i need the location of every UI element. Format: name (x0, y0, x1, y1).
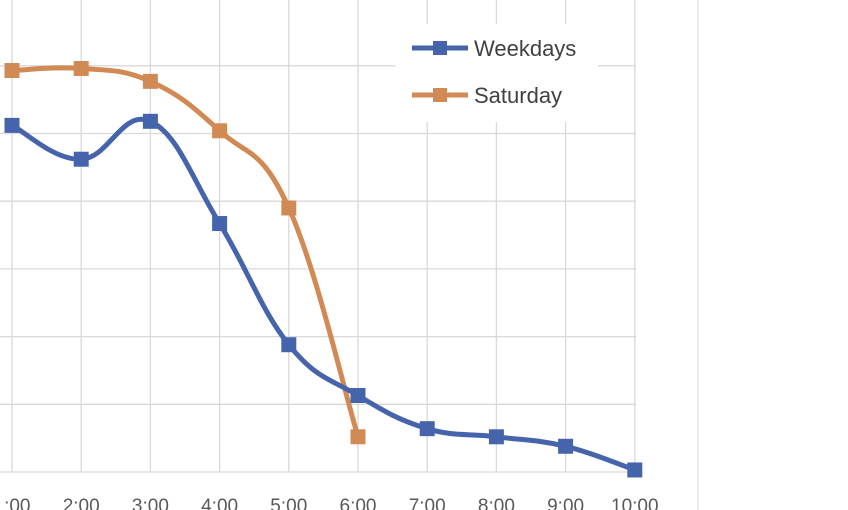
legend-saturday-marker (433, 88, 447, 102)
data-point-saturday (350, 429, 366, 445)
data-point-saturday (212, 123, 228, 139)
x-axis-tick-labels: 1:00 2:00 3:00 4:00 5:00 6:00 7:00 8:00 9:00 10:0… (0, 496, 659, 510)
legend-saturday-label: Saturday (474, 83, 562, 108)
x-tick-label: 4:00 (201, 496, 238, 510)
x-tick-label: 9:00 (547, 496, 584, 510)
x-tick-label: 8:00 (478, 496, 515, 510)
x-tick-label: 1:00 (0, 496, 30, 510)
series-line-saturday (9, 65, 361, 440)
legend-weekdays-label: Weekdays (474, 36, 576, 61)
x-tick-label: 3:00 (132, 496, 169, 510)
x-tick-label: 7:00 (409, 496, 446, 510)
legend-background (396, 24, 598, 122)
data-point-weekdays (142, 113, 158, 129)
legend-weekdays-marker (433, 41, 447, 55)
data-point-weekdays (212, 216, 228, 232)
data-point-saturday (73, 61, 89, 77)
data-point-weekdays (558, 438, 574, 454)
data-point-weekdays (419, 421, 435, 437)
x-tick-label: 2:00 (63, 496, 100, 510)
data-point-saturday (4, 63, 20, 79)
legend: Weekdays Saturday (396, 24, 598, 122)
data-point-weekdays (4, 117, 20, 133)
data-point-saturday (281, 200, 297, 216)
data-point-weekdays (73, 151, 89, 167)
data-point-weekdays (627, 462, 643, 478)
data-point-weekdays (281, 337, 297, 353)
series-layer (4, 61, 643, 478)
data-point-saturday (142, 73, 158, 89)
x-tick-label: 10:00 (611, 496, 659, 510)
x-tick-label: 6:00 (340, 496, 377, 510)
x-tick-label: 5:00 (270, 496, 307, 510)
data-point-weekdays (488, 429, 504, 445)
series-line-weekdays (9, 116, 638, 473)
data-point-weekdays (350, 387, 366, 403)
